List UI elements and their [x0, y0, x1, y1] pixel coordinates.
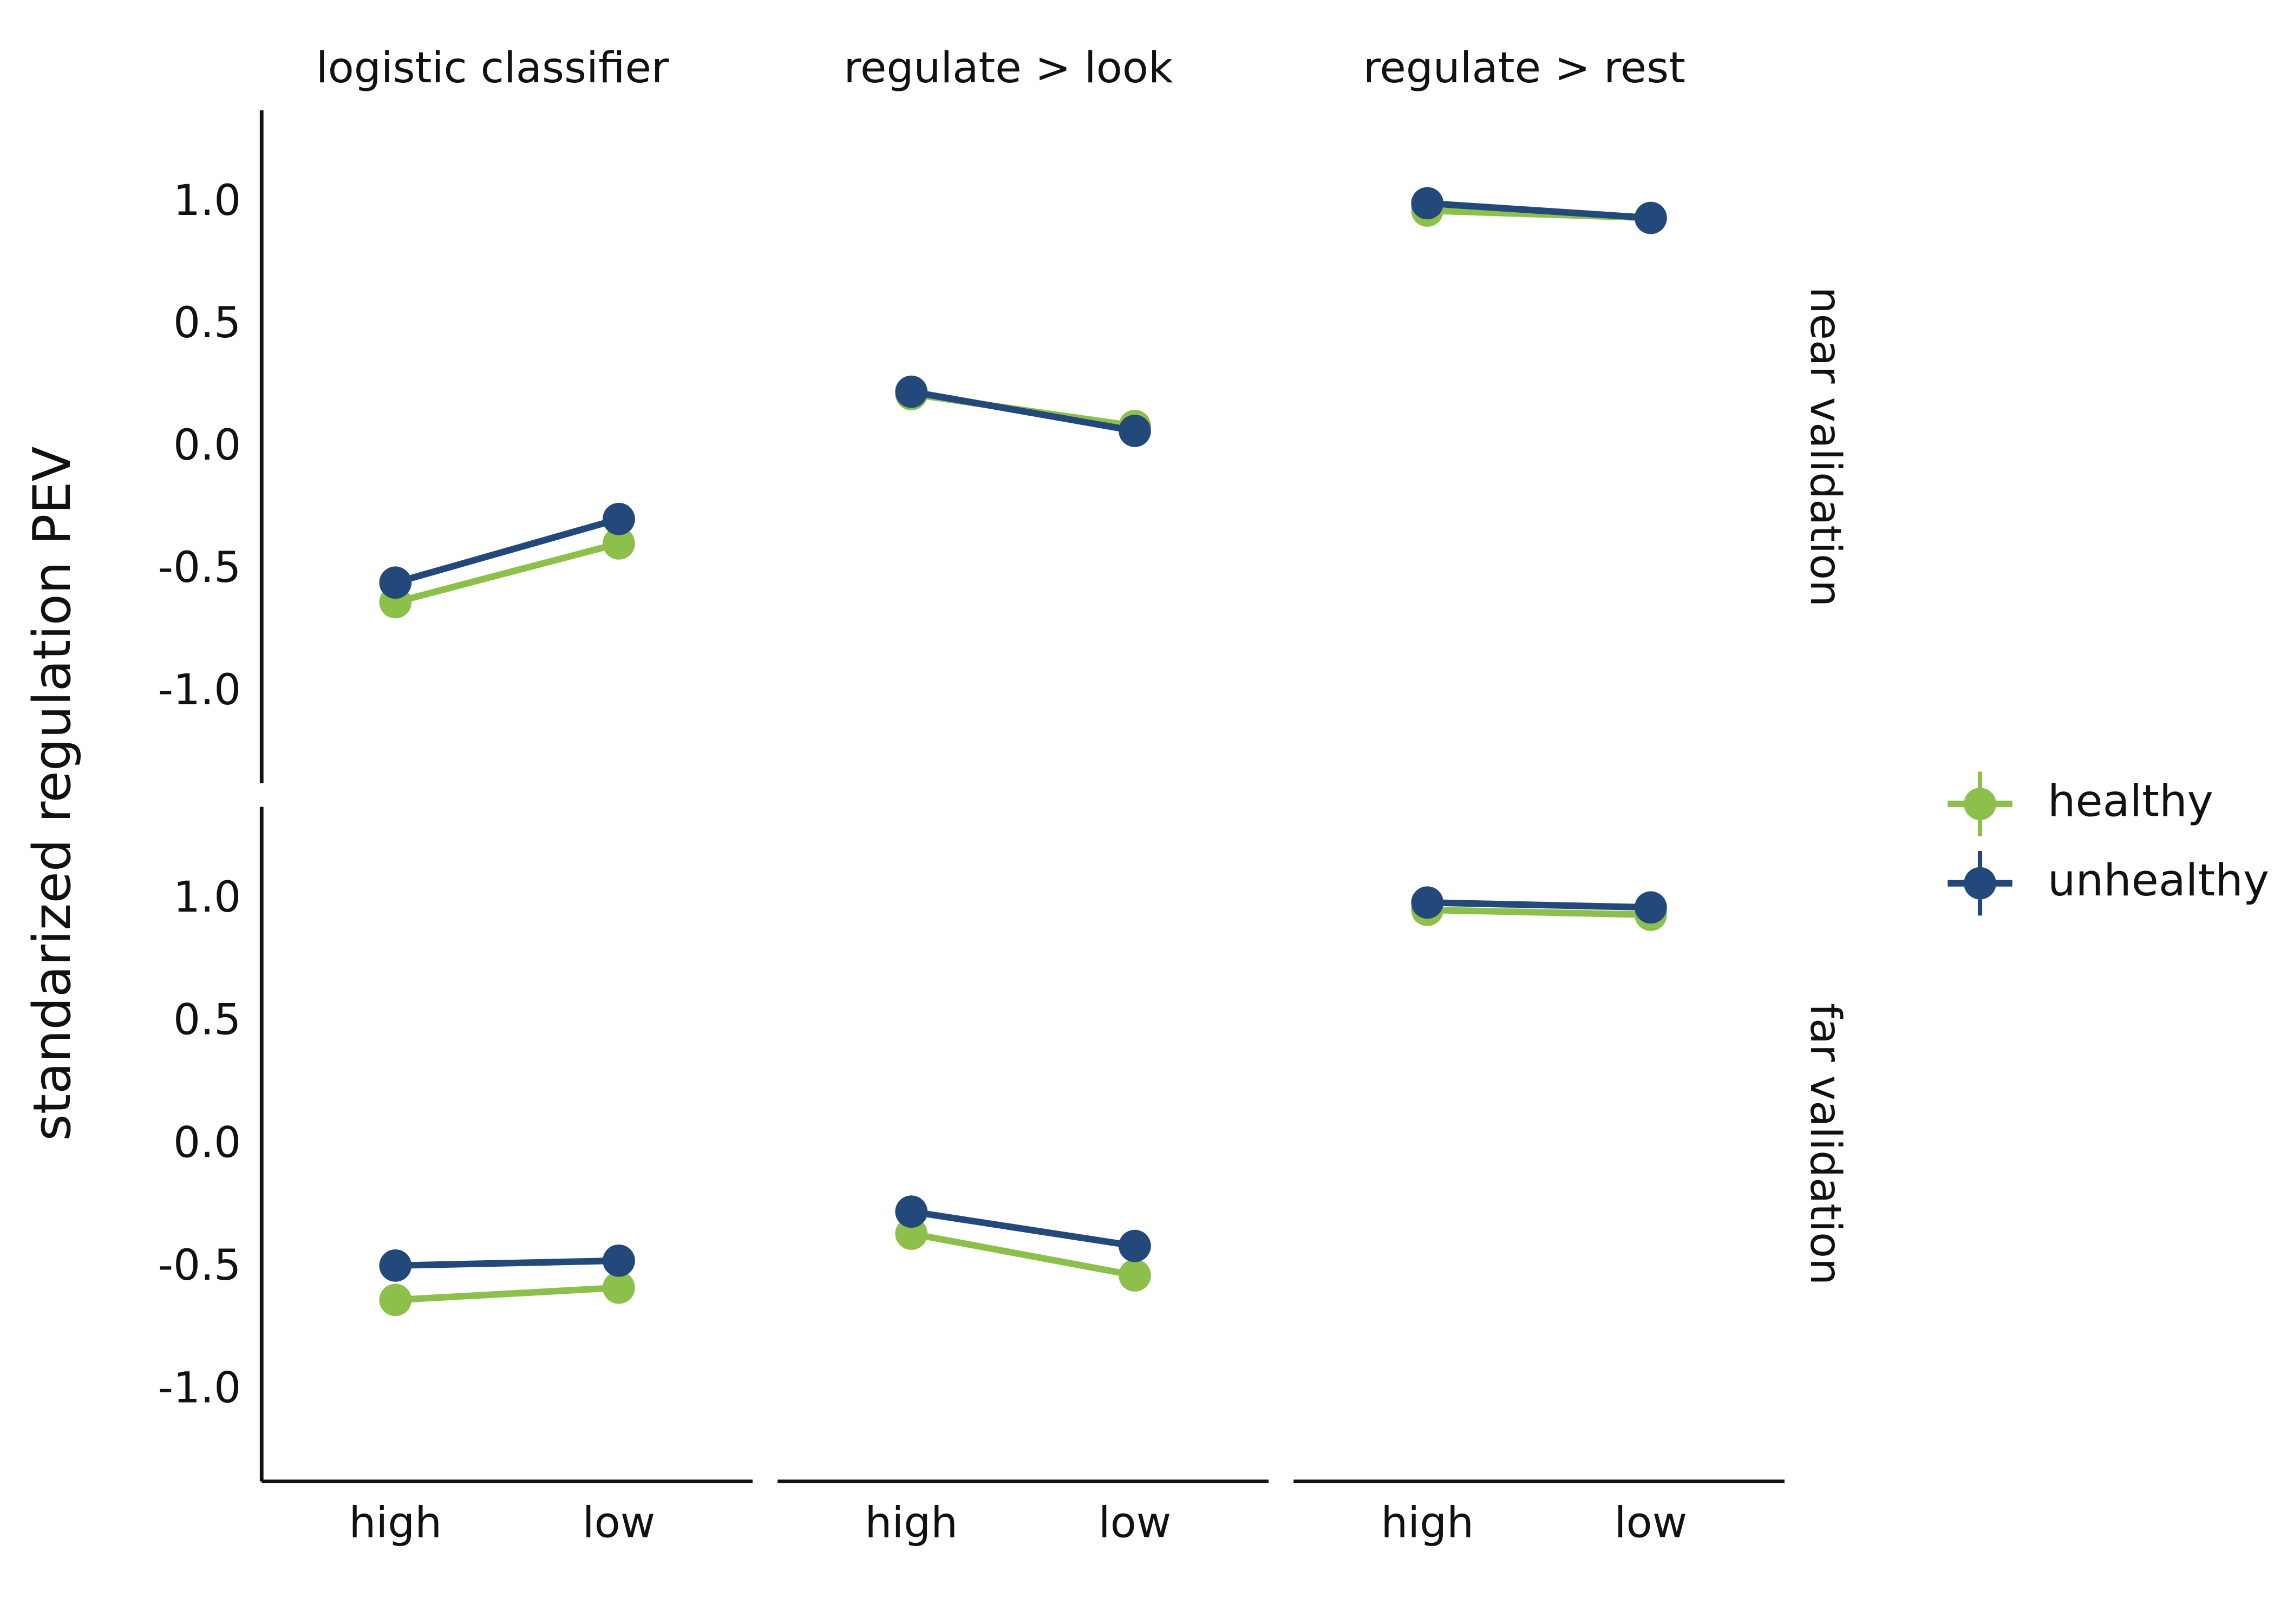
y-tick-label: 0.5 — [173, 995, 241, 1045]
facet-title: logistic classifier — [316, 43, 669, 93]
y-tick-label: 0.0 — [173, 420, 241, 470]
mean-line — [394, 540, 620, 606]
mean-line — [1427, 899, 1651, 911]
y-tick-label: 0.5 — [173, 298, 241, 348]
mean-point — [1119, 1229, 1151, 1262]
legend-label: healthy — [2048, 776, 2213, 827]
mean-line — [1427, 200, 1651, 221]
mean-point — [1119, 415, 1151, 447]
mean-point — [379, 1249, 412, 1282]
x-tick-label: high — [349, 1498, 442, 1548]
mean-point — [603, 527, 635, 560]
legend-item: unhealthy — [1948, 850, 2269, 916]
y-tick-label: 1.0 — [173, 175, 241, 225]
x-tick-label: high — [865, 1498, 958, 1548]
mean-point — [603, 1244, 635, 1277]
legend-key-point — [1964, 867, 1996, 900]
y-tick-label: -1.0 — [158, 665, 241, 715]
x-tick-label: low — [583, 1498, 655, 1548]
mean-line — [911, 1230, 1136, 1279]
y-axis-label: standarized regulation PEV — [23, 446, 82, 1141]
mean-point — [1635, 201, 1667, 234]
y-tick-label: -0.5 — [158, 542, 241, 592]
mean-line — [395, 1284, 619, 1304]
legend-item: healthy — [1948, 771, 2213, 836]
legend-label: unhealthy — [2048, 855, 2269, 906]
mean-point — [1411, 886, 1444, 919]
mean-point — [1635, 891, 1667, 924]
mean-point — [603, 502, 635, 535]
mean-line — [911, 388, 1135, 434]
mean-point — [1119, 1259, 1151, 1292]
legend-key-point — [1964, 788, 1996, 820]
mean-line — [395, 1257, 619, 1269]
mean-line — [911, 1208, 1135, 1249]
facet-title: regulate > look — [844, 43, 1173, 93]
mean-point — [895, 375, 928, 408]
y-tick-label: -1.0 — [158, 1363, 241, 1412]
row-label: far validation — [1801, 1003, 1851, 1285]
mean-point — [379, 566, 412, 599]
y-tick-label: 1.0 — [173, 872, 241, 922]
y-tick-label: -0.5 — [158, 1240, 241, 1290]
y-tick-label: 0.0 — [173, 1117, 241, 1167]
mean-point — [379, 1284, 412, 1317]
mean-point — [1411, 187, 1444, 220]
row-label: near validation — [1801, 287, 1851, 607]
x-tick-label: high — [1381, 1498, 1474, 1548]
x-tick-label: low — [1099, 1498, 1171, 1548]
facet-title: regulate > rest — [1363, 43, 1685, 93]
mean-line — [1427, 906, 1651, 918]
mean-point — [895, 1195, 928, 1228]
x-tick-label: low — [1615, 1498, 1687, 1548]
mean-point — [603, 1271, 635, 1304]
mean-line — [394, 515, 620, 586]
